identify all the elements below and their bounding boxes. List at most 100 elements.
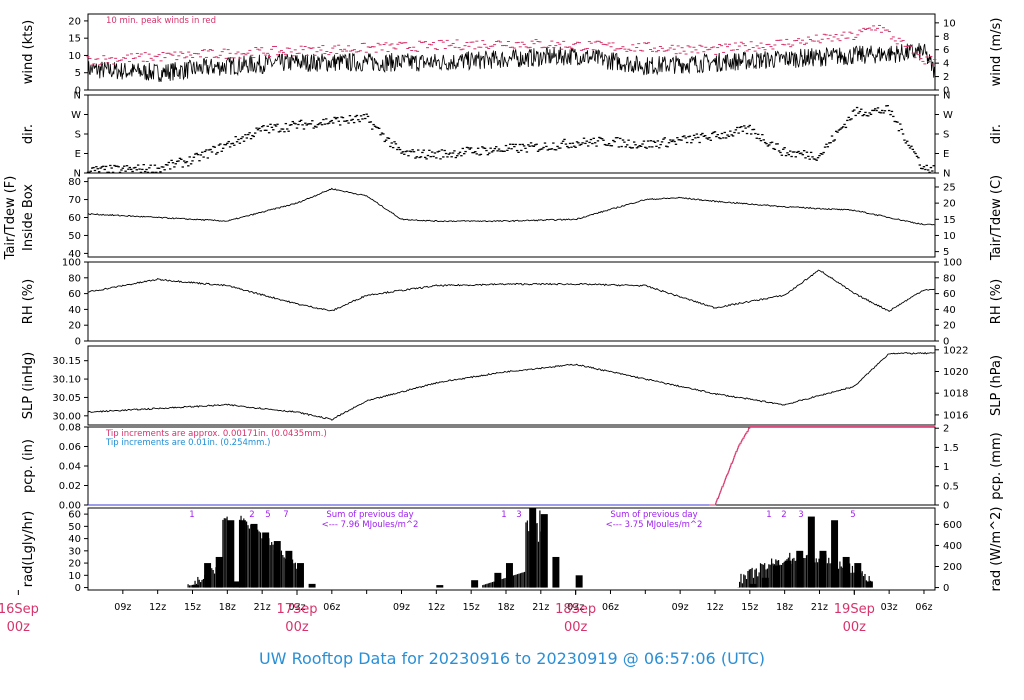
dir-right-axis-label: dir.	[989, 124, 1004, 144]
dir-right-tick-label: S	[943, 130, 949, 141]
temp-left-tick-label: 70	[68, 195, 81, 206]
x-hour-tick-label: 21z	[532, 602, 549, 613]
rad-right-tick-label: 200	[943, 562, 962, 573]
rad-bar	[831, 520, 839, 588]
pcp-tip-note-coarse: Tip increments are 0.01in. (0.254mm.)	[105, 438, 270, 448]
rad-bar	[471, 580, 479, 588]
x-day-hour-label: 00z	[7, 620, 31, 635]
wind-speed-series	[87, 43, 935, 83]
x-hour-tick-label: 12z	[428, 602, 445, 613]
slp-right-tick-label: 1018	[943, 389, 968, 400]
rh-right-tick-label: 80	[943, 273, 956, 284]
rh-right-tick-label: 60	[943, 289, 956, 300]
slp-series	[87, 351, 935, 421]
x-day-label: 17Sep	[276, 602, 317, 617]
rad-bar	[807, 516, 815, 588]
temp-left-tick-label: 60	[68, 213, 81, 224]
rad-left-tick-label: 60	[68, 510, 81, 521]
rad-left-tick-label: 0	[75, 583, 81, 594]
rad-bar	[204, 563, 212, 588]
x-hour-tick-label: 12z	[706, 602, 723, 613]
rad-bar	[773, 565, 780, 588]
rad-peak-label: 2	[781, 510, 786, 520]
rh-right-tick-label: 20	[943, 321, 956, 332]
temp-left-axis-label: Tair/Tdew (F)	[3, 176, 18, 261]
x-hour-tick-label: 09z	[393, 602, 410, 613]
dir-panel-frame	[87, 94, 936, 174]
wind-right-tick-label: 10	[943, 18, 956, 29]
rad-left-tick-label: 30	[68, 546, 81, 557]
temp-left-tick-label: 40	[68, 249, 81, 260]
rad-peak-label: 2	[249, 510, 254, 520]
rad-left-axis-label: rad(Lgly/hr)	[21, 511, 36, 587]
dir-left-axis-label: dir.	[21, 124, 36, 144]
slp-right-tick-label: 1016	[943, 410, 968, 421]
temp-left-tick-label: 80	[68, 177, 81, 188]
dir-left-tick-label: S	[75, 130, 81, 141]
dir-right-tick-label: N	[943, 91, 950, 102]
rad-bar	[308, 583, 316, 588]
rh-left-tick-label: 80	[68, 273, 81, 284]
rh-series	[87, 269, 935, 312]
pcp-left-tick-label: 0.06	[59, 442, 81, 453]
rad-left-tick-label: 20	[68, 559, 81, 570]
wind-left-tick-label: 10	[68, 51, 81, 62]
wind-panel-frame	[87, 13, 936, 91]
rad-left-tick-label: 10	[68, 571, 81, 582]
pcp-left-tick-label: 0.02	[59, 481, 81, 492]
rad-right-tick-label: 0	[943, 583, 949, 594]
rad-bar	[494, 572, 502, 588]
rad-peak-label: 3	[516, 510, 521, 520]
temp-left-axis-label-2: Inside Box	[21, 184, 36, 251]
pcp-left-tick-label: 0.00	[59, 501, 81, 512]
wind-left-tick-label: 5	[75, 68, 81, 79]
rad-bar	[227, 520, 235, 588]
rh-left-tick-label: 40	[68, 305, 81, 316]
rh-right-tick-label: 40	[943, 305, 956, 316]
pcp-right-tick-label: 0	[943, 501, 949, 512]
slp-left-tick-label: 30.00	[52, 411, 81, 422]
temp-right-tick-label: 10	[943, 231, 956, 242]
wind-left-tick-label: 15	[68, 34, 81, 45]
slp-right-tick-label: 1022	[943, 345, 968, 356]
dir-left-tick-label: E	[75, 149, 81, 160]
dir-left-tick-label: N	[74, 169, 81, 180]
temp-right-tick-label: 15	[943, 215, 956, 226]
rh-left-tick-label: 0	[75, 337, 81, 348]
x-hour-tick-label: 18z	[219, 602, 236, 613]
pcp-left-axis-label: pcp. (in)	[21, 439, 36, 493]
pcp-right-tick-label: 0.5	[943, 481, 959, 492]
rad-right-axis-label: rad (W/m^2)	[989, 507, 1004, 592]
pcp-right-tick-label: 1	[943, 462, 949, 473]
wind-right-tick-label: 6	[943, 45, 949, 56]
rh-left-tick-label: 60	[68, 289, 81, 300]
rad-peak-label: 5	[265, 510, 270, 520]
x-hour-tick-label: 06z	[915, 602, 932, 613]
x-day-hour-label: 00z	[843, 620, 867, 635]
rh-left-tick-label: 20	[68, 321, 81, 332]
x-hour-tick-label: 12z	[149, 602, 166, 613]
temp-right-tick-label: 20	[943, 199, 956, 210]
rad-panel-frame	[87, 507, 936, 591]
rad-right-tick-label: 400	[943, 541, 962, 552]
slp-left-axis-label: SLP (inHg)	[21, 352, 36, 420]
pcp-fine-series	[709, 426, 935, 506]
x-hour-tick-label: 18z	[776, 602, 793, 613]
pcp-right-tick-label: 1.5	[943, 443, 959, 454]
wind-left-axis-label: wind (kts)	[21, 20, 36, 84]
rad-sum-day2: <--- 3.75 MJoules/m^2	[606, 520, 703, 530]
slp-left-tick-label: 30.15	[52, 356, 81, 367]
slp-panel-frame	[87, 345, 936, 426]
rh-left-axis-label: RH (%)	[21, 279, 36, 324]
dir-right-tick-label: N	[943, 169, 950, 180]
x-day-hour-label: 00z	[285, 620, 309, 635]
x-hour-tick-label: 06z	[602, 602, 619, 613]
x-day-label: 16Sep	[0, 602, 39, 617]
pcp-right-axis-label: pcp. (mm)	[989, 432, 1004, 499]
wind-right-tick-label: 0	[943, 86, 949, 97]
dir-right-tick-label: E	[943, 149, 949, 160]
rad-peak-label: 1	[501, 510, 506, 520]
wind-left-tick-label: 20	[68, 16, 81, 27]
rh-right-tick-label: 0	[943, 337, 949, 348]
